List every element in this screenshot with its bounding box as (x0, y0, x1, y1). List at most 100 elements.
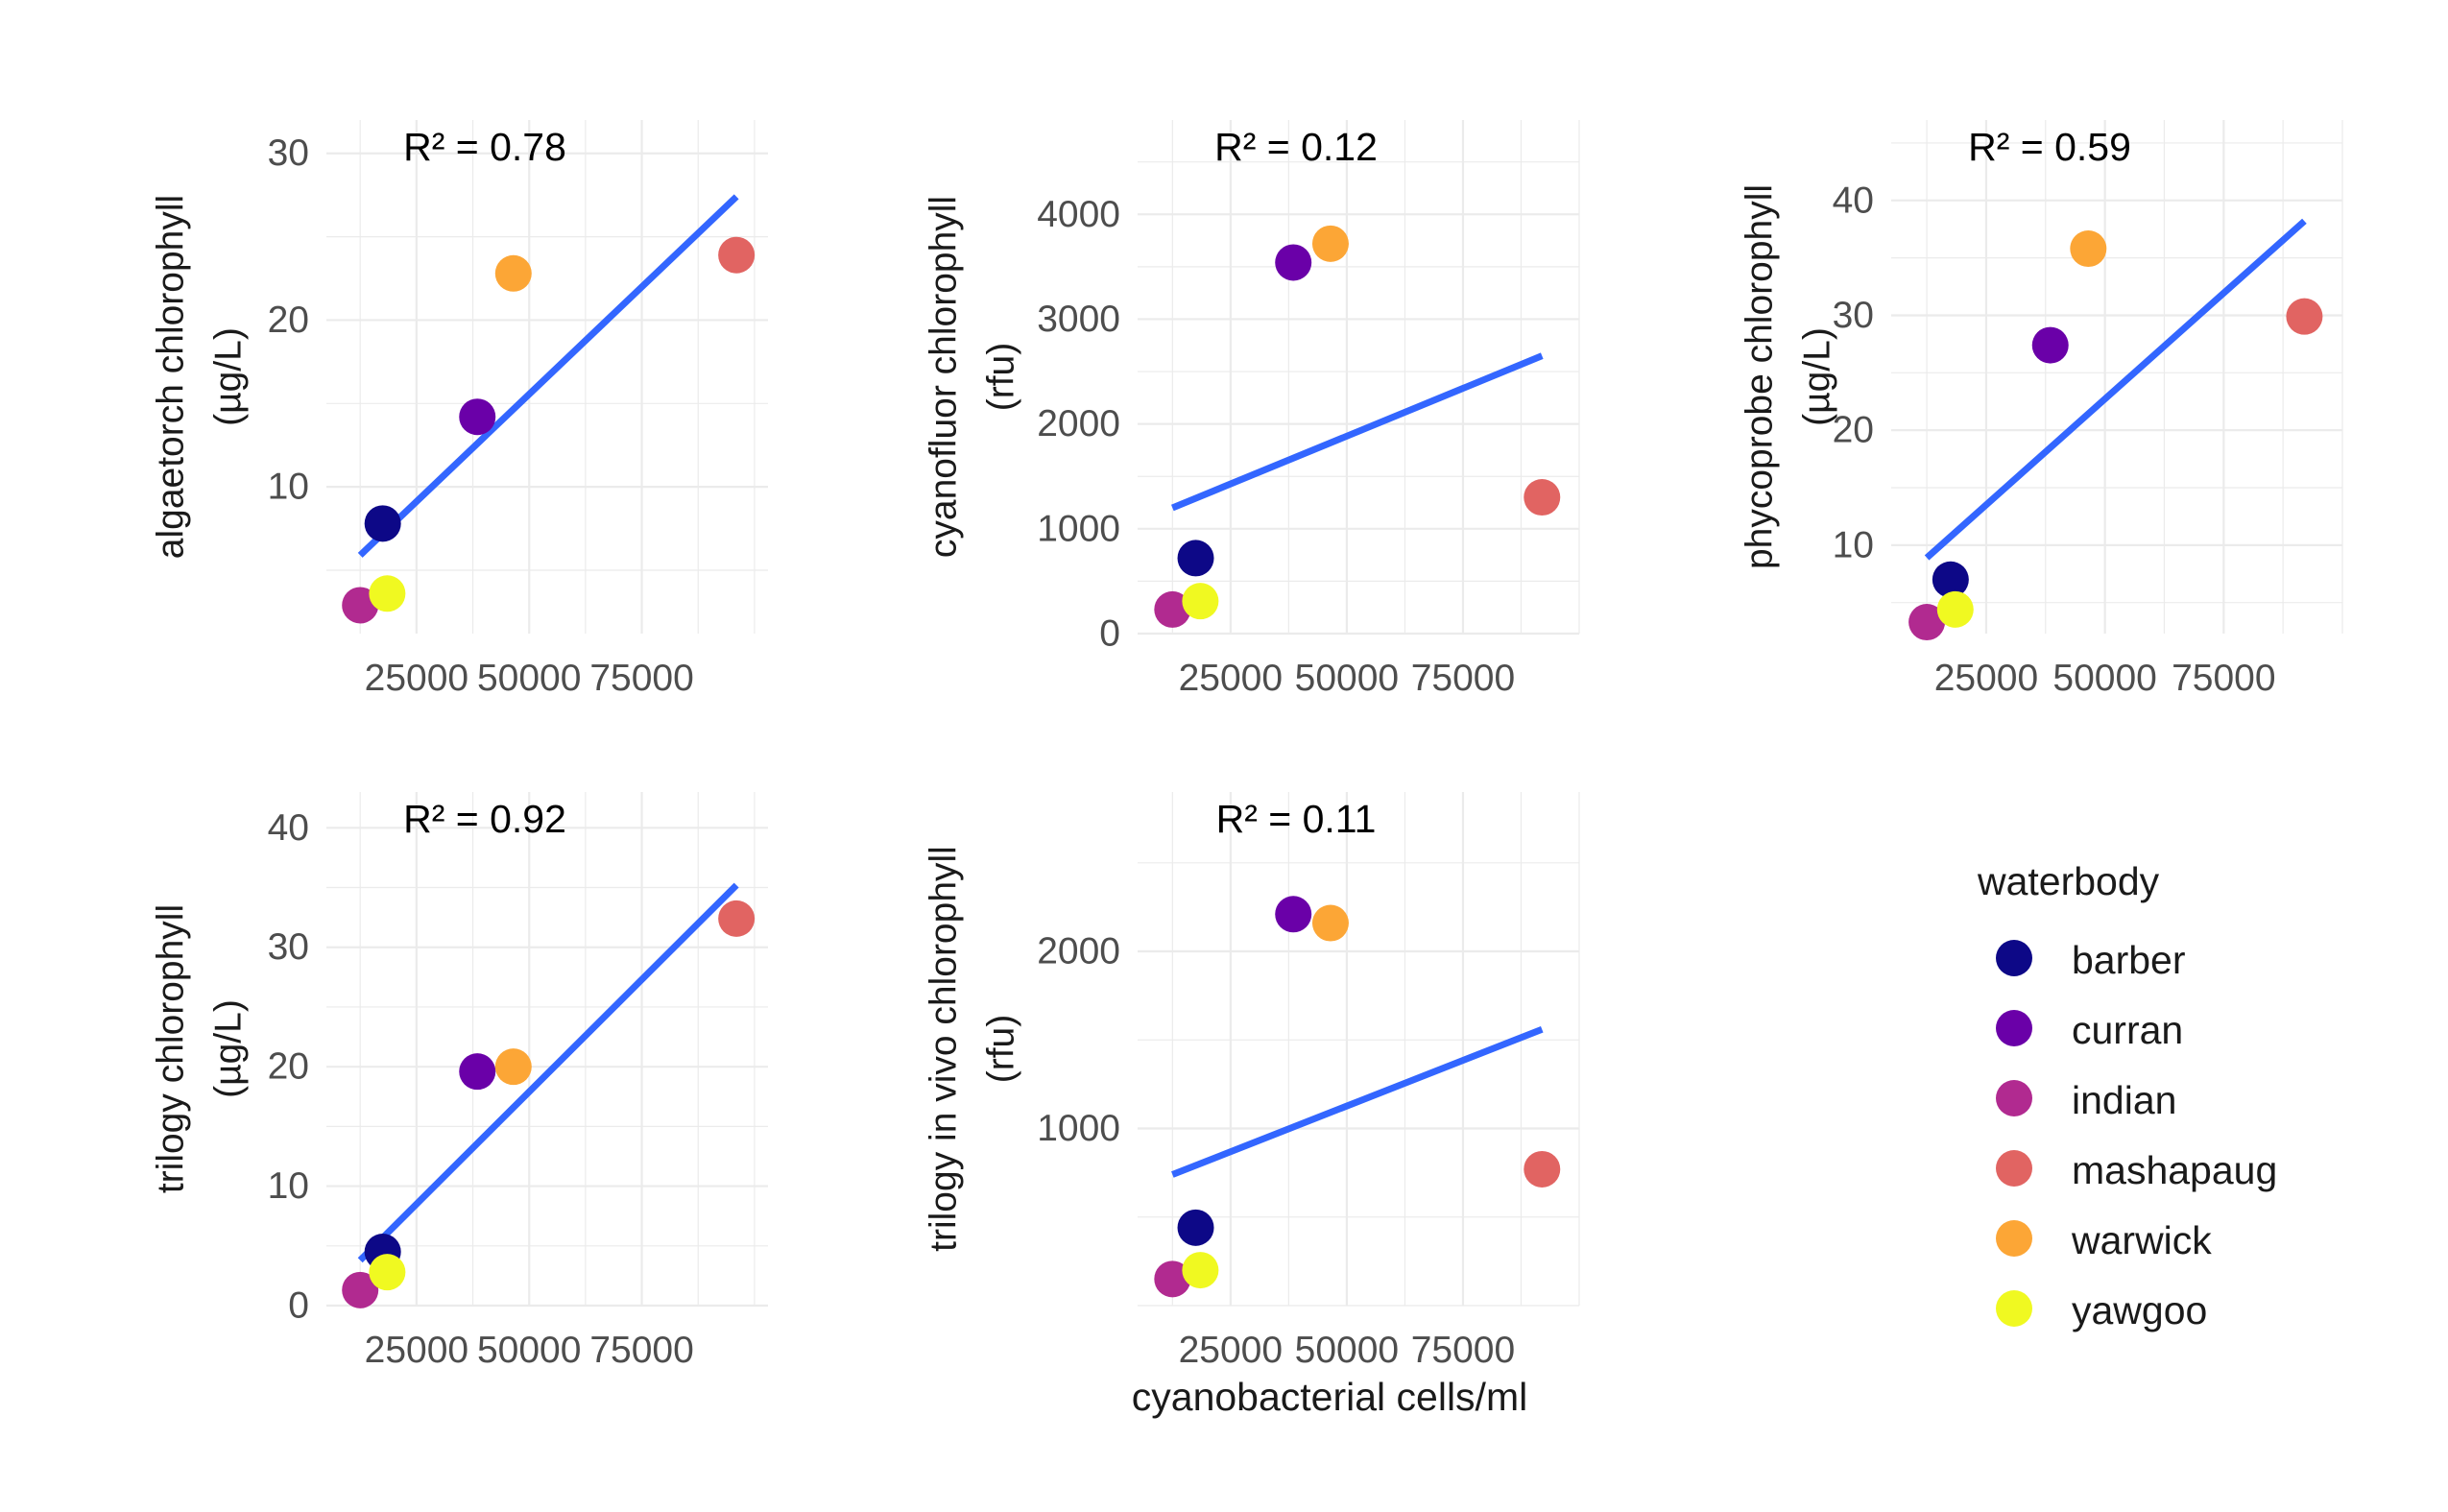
y-axis-label: cyanofluor chlorophyll (924, 196, 965, 558)
x-tick-label: 25000 (1179, 1330, 1283, 1371)
y-tick-label: 0 (1099, 613, 1120, 655)
y-tick-label: 10 (1833, 524, 1874, 565)
point-indian (1154, 590, 1191, 628)
panel-4: 25000 50000 75000 0 10 20 30 40 trilogy chloroph… (151, 792, 768, 1371)
x-tick-label: 25000 (365, 1330, 468, 1371)
y-tick-label: 1000 (1037, 508, 1120, 549)
point-yawgoo (1182, 583, 1219, 620)
r-squared-annotation: R² = 0.12 (1214, 125, 1378, 169)
panel-1: 25000 50000 75000 10 20 30 algaetorch chloroph… (151, 120, 768, 699)
point-curran (459, 1053, 496, 1091)
legend-label-curran: curran (2072, 1008, 2183, 1052)
point-barber (1177, 540, 1214, 577)
point-curran (1275, 244, 1312, 281)
y-axis-label: (µg/L) (208, 327, 250, 426)
y-axis-label: (rfu) (981, 343, 1022, 412)
x-tick-label: 75000 (1411, 658, 1515, 699)
point-warwick (1311, 904, 1349, 942)
r-squared-annotation: R² = 0.59 (1968, 125, 2131, 169)
legend: waterbody barber curran indian mashapaug warw… (1977, 859, 2277, 1332)
y-tick-label: 20 (268, 1046, 309, 1088)
x-tick-label: 75000 (1411, 1330, 1515, 1371)
y-tick-label: 10 (268, 1165, 309, 1207)
point-indian (1908, 604, 1946, 641)
point-warwick (1311, 225, 1349, 262)
legend-key-yawgoo (1996, 1290, 2032, 1327)
legend-label-yawgoo: yawgoo (2072, 1288, 2207, 1332)
y-tick-label: 20 (1833, 410, 1874, 451)
legend-label-warwick: warwick (2071, 1218, 2212, 1262)
point-yawgoo (1182, 1252, 1219, 1289)
y-tick-label: 2000 (1037, 931, 1120, 972)
x-axis-label: cyanobacterial cells/ml (1132, 1375, 1527, 1419)
y-axis-label: (rfu) (981, 1015, 1022, 1084)
y-tick-label: 40 (268, 807, 309, 849)
y-tick-label: 30 (1833, 295, 1874, 336)
point-indian (1154, 1260, 1191, 1298)
legend-key-curran (1996, 1010, 2032, 1046)
r-squared-annotation: R² = 0.92 (403, 797, 566, 841)
regression-line (1170, 352, 1544, 512)
y-tick-label: 2000 (1037, 403, 1120, 444)
point-yawgoo (369, 575, 406, 612)
regression-line (1171, 1025, 1544, 1178)
y-tick-label: 30 (268, 132, 309, 174)
x-tick-label: 50000 (2052, 658, 2156, 699)
y-tick-label: 20 (268, 300, 309, 341)
x-tick-label: 75000 (589, 658, 693, 699)
r-squared-annotation: R² = 0.11 (1216, 797, 1377, 841)
point-mashapaug (2286, 298, 2323, 335)
y-axis-label: (µg/L) (1797, 327, 1838, 426)
legend-key-indian (1996, 1080, 2032, 1116)
x-tick-label: 75000 (2172, 658, 2275, 699)
y-tick-label: 40 (1833, 180, 1874, 221)
legend-key-mashapaug (1996, 1150, 2032, 1187)
y-tick-label: 0 (288, 1285, 309, 1327)
point-barber (364, 505, 401, 542)
r-squared-annotation: R² = 0.78 (403, 125, 566, 169)
panel-5: 25000 50000 75000 1000 2000 trilogy in vivo c… (924, 792, 1580, 1371)
point-curran (1275, 896, 1312, 933)
legend-label-mashapaug: mashapaug (2072, 1148, 2277, 1192)
legend-label-barber: barber (2072, 938, 2186, 982)
panel-3: 25000 50000 75000 10 20 30 40 phycoprobe chloro… (1740, 120, 2343, 699)
y-tick-label: 30 (268, 926, 309, 968)
point-mashapaug (718, 236, 756, 274)
point-barber (1177, 1209, 1214, 1246)
regression-line (1924, 218, 2307, 561)
legend-key-barber (1996, 940, 2032, 976)
point-warwick (494, 254, 532, 292)
x-tick-label: 50000 (477, 1330, 581, 1371)
y-tick-label: 10 (268, 467, 309, 508)
legend-label-indian: indian (2072, 1078, 2176, 1122)
point-mashapaug (1524, 1150, 1561, 1188)
y-tick-label: 4000 (1037, 194, 1120, 235)
y-axis-label: phycoprobe chlorophyll (1740, 184, 1781, 569)
x-tick-label: 50000 (477, 658, 581, 699)
x-tick-label: 75000 (589, 1330, 693, 1371)
point-curran (2031, 326, 2069, 364)
y-axis-label: trilogy in vivo chlorophyll (924, 846, 965, 1252)
x-tick-label: 25000 (1179, 658, 1283, 699)
x-tick-label: 50000 (1295, 1330, 1399, 1371)
point-mashapaug (1524, 479, 1561, 516)
point-indian (342, 1271, 379, 1308)
regression-line (357, 194, 739, 558)
point-yawgoo (1936, 590, 1974, 628)
point-curran (459, 398, 496, 436)
y-tick-label: 1000 (1037, 1108, 1120, 1149)
x-tick-label: 25000 (1934, 658, 2038, 699)
regression-line (357, 882, 739, 1263)
y-axis-label: (µg/L) (208, 999, 250, 1098)
panel-2: 25000 50000 75000 0 1000 2000 3000 4000 cyanoflu… (924, 120, 1580, 699)
legend-key-warwick (1996, 1220, 2032, 1257)
point-warwick (2070, 230, 2107, 268)
y-tick-label: 3000 (1037, 299, 1120, 340)
point-mashapaug (718, 900, 756, 937)
point-barber (1932, 561, 1969, 598)
legend-title: waterbody (1977, 859, 2160, 903)
x-tick-label: 25000 (365, 658, 468, 699)
x-tick-label: 50000 (1295, 658, 1399, 699)
